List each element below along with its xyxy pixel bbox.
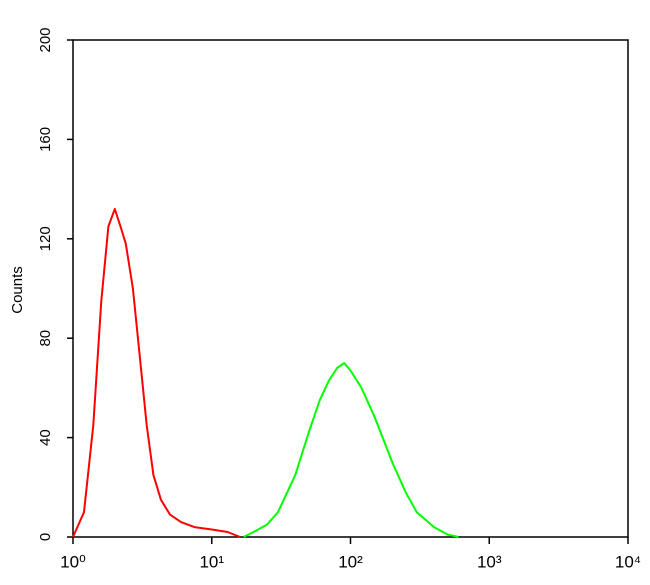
y-axis-label: Counts — [9, 266, 26, 314]
y-tick-label: 40 — [37, 429, 54, 446]
y-tick-label: 200 — [37, 27, 54, 52]
histogram-line — [72, 208, 241, 538]
x-tick-label: 10¹ — [199, 552, 224, 571]
x-tick-label: 10³ — [477, 552, 502, 571]
x-tick-label: 10⁴ — [615, 552, 641, 571]
plot-frame — [72, 39, 629, 538]
y-tick-label: 80 — [37, 330, 54, 347]
x-tick-label: 10⁰ — [60, 552, 86, 571]
y-tick-label: 120 — [37, 226, 54, 251]
y-tick-label: 160 — [37, 127, 54, 152]
histogram-line — [243, 362, 459, 538]
x-tick-label: 10² — [338, 552, 363, 571]
y-tick-label: 0 — [37, 533, 54, 541]
